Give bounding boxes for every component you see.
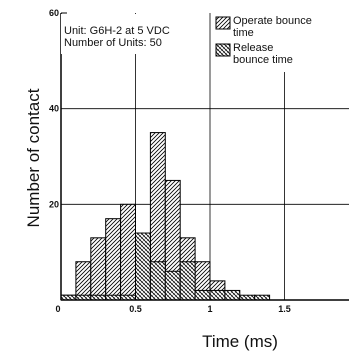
tick-labels: 00.511.52204060	[49, 8, 291, 314]
bar-release-bounce	[224, 289, 241, 301]
bar-release-bounce	[179, 261, 196, 301]
legend: Operate bounce time Release bounce time	[213, 10, 349, 72]
y-tick-label: 20	[49, 199, 59, 209]
annotation-background	[61, 14, 206, 54]
bar-release-bounce	[135, 232, 151, 301]
annotation-line-2: Number of Units: 50	[64, 37, 162, 49]
bar-operate-bounce	[90, 237, 107, 301]
annotation-line-1: Unit: G6H-2 at 5 VDC	[64, 25, 170, 37]
legend-background	[213, 10, 349, 72]
bar-release-bounce	[164, 270, 181, 301]
x-axis-title: Time (ms)	[202, 332, 278, 351]
x-tick-label: 0	[55, 304, 60, 314]
y-tick-label: 60	[49, 8, 59, 18]
axes	[60, 12, 349, 301]
legend-swatch-operate	[215, 16, 231, 30]
bar-operate-bounce	[75, 261, 92, 301]
x-tick-label: 1	[207, 304, 212, 314]
y-axis-title: Number of contact	[24, 88, 43, 227]
x-tick-label: 1.5	[278, 304, 291, 314]
annotation: Unit: G6H-2 at 5 VDC Number of Units: 50	[61, 14, 206, 54]
legend-swatch-release	[215, 43, 231, 57]
bar-operate-bounce	[120, 203, 136, 301]
y-tick-label: 40	[49, 104, 59, 114]
bar-release-bounce	[149, 261, 166, 301]
histogram-bars	[60, 132, 271, 301]
bar-operate-bounce	[105, 218, 122, 301]
bar-release-bounce	[194, 289, 211, 301]
legend-label-operate: Operate bounce time	[233, 15, 315, 39]
bar-release-bounce	[209, 289, 226, 301]
legend-label-release: Release bounce time	[233, 42, 293, 66]
x-tick-label: 0.5	[129, 304, 142, 314]
